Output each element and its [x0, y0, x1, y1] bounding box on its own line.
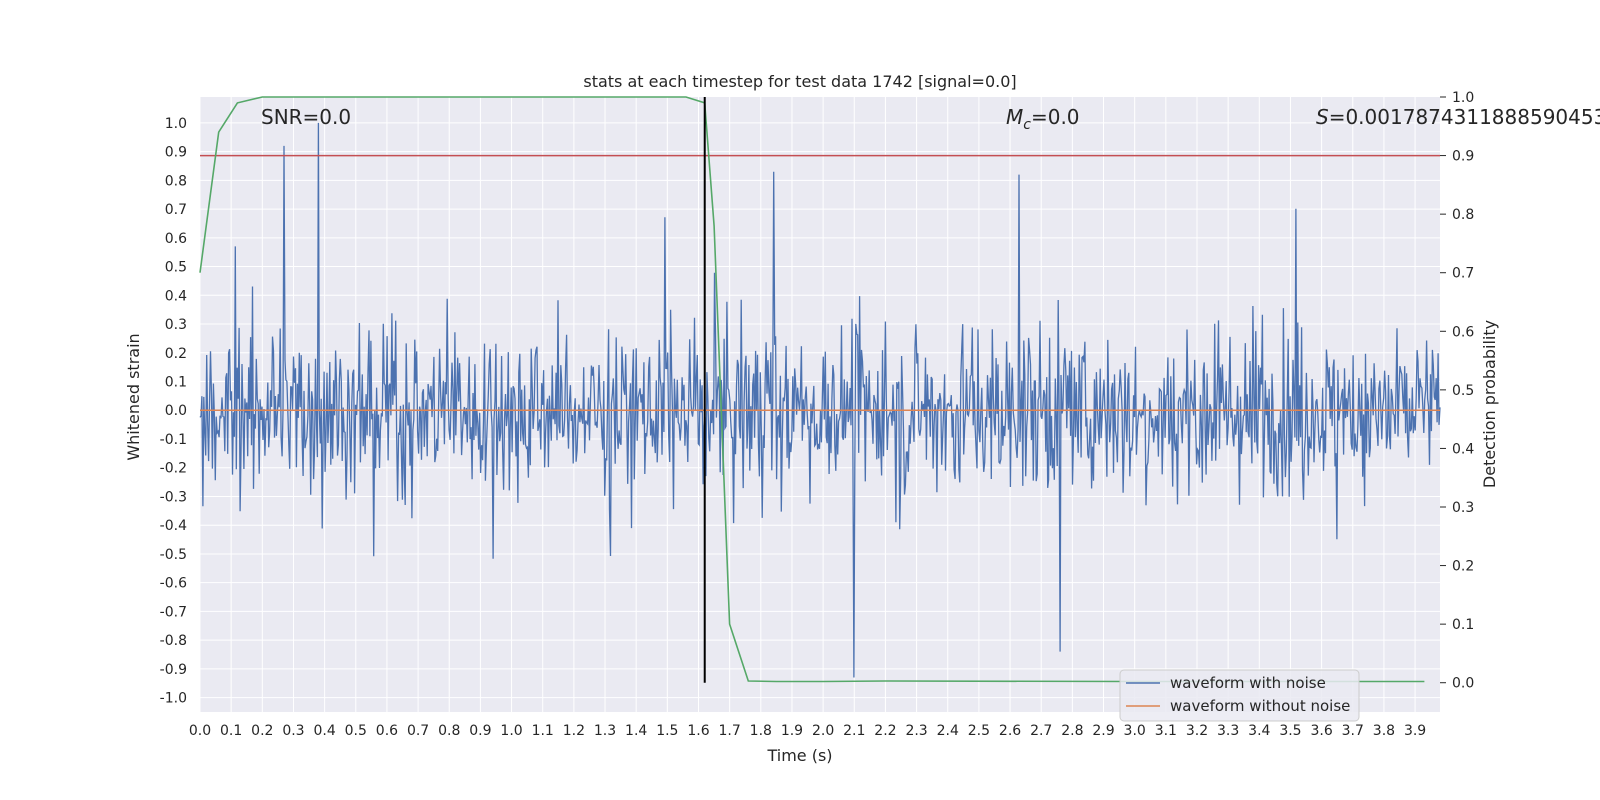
- x-tick-label: 0.0: [189, 723, 211, 739]
- legend: waveform with noise waveform without noi…: [1119, 669, 1360, 722]
- x-tick-label: 0.2: [251, 723, 273, 739]
- x-tick-label: 1.0: [500, 723, 522, 739]
- x-tick-label: 0.6: [376, 723, 398, 739]
- y-right-tick-label: 0.6: [1452, 324, 1474, 340]
- x-tick-label: 1.5: [656, 723, 678, 739]
- chirp-mass-symbol: M: [1006, 105, 1023, 129]
- x-tick-label: 2.7: [1030, 723, 1052, 739]
- chirp-mass-annotation: Mc=0.0: [1006, 105, 1080, 133]
- y-right-tick-label: 0.9: [1452, 149, 1474, 165]
- chart-title: stats at each timestep for test data 174…: [583, 72, 1016, 91]
- x-tick-label: 3.2: [1186, 723, 1208, 739]
- y-left-tick-label: -0.9: [160, 662, 187, 678]
- statistic-value: =0.0017874311888590453: [1329, 105, 1600, 129]
- y-left-tick-label: 0.2: [165, 346, 187, 362]
- y-left-tick-label: 0.8: [165, 173, 187, 189]
- y-right-tick-label: 0.7: [1452, 266, 1474, 282]
- x-tick-label: 1.6: [687, 723, 709, 739]
- x-tick-label: 0.8: [438, 723, 460, 739]
- y-left-tick-label: -1.0: [160, 691, 187, 707]
- y-left-tick-label: 0.5: [165, 260, 187, 276]
- y-right-tick-label: 0.8: [1452, 207, 1474, 223]
- snr-annotation: SNR=0.0: [261, 105, 351, 129]
- x-tick-label: 1.3: [594, 723, 616, 739]
- y-axis-left-ticks: 1.0 0.9 0.8 0.7 0.6 0.5 0.4 0.3 0.2 0.1 0.0 -0.1 -0.…: [160, 116, 187, 707]
- x-axis-ticks: 0.0 0.1 0.2 0.3 0.4 0.5 0.6 0.7 0.8 0.9 1.0 1.1 1.2 1…: [189, 723, 1426, 739]
- x-tick-label: 1.7: [719, 723, 741, 739]
- x-tick-label: 3.9: [1404, 723, 1426, 739]
- legend-frame: [1119, 669, 1360, 722]
- y-left-tick-label: -0.4: [160, 518, 187, 534]
- waveform-with-noise-line: [199, 122, 1441, 678]
- x-tick-label: 2.5: [968, 723, 990, 739]
- y-axis-left-label: Whitened strain: [124, 333, 143, 460]
- y-left-tick-label: 0.0: [165, 403, 187, 419]
- y-right-tick-label: 0.2: [1452, 559, 1474, 575]
- y-left-tick-label: -0.1: [160, 432, 187, 448]
- y-left-tick-label: 0.9: [165, 145, 187, 161]
- chirp-mass-subscript: c: [1023, 117, 1031, 133]
- x-tick-label: 0.9: [469, 723, 491, 739]
- y-left-tick-label: -0.3: [160, 489, 187, 505]
- y-axis-right-label: Detection probability: [1480, 320, 1499, 488]
- y-right-tick-label: 0.5: [1452, 383, 1474, 399]
- y-left-tick-label: -0.7: [160, 604, 187, 620]
- x-tick-label: 2.3: [905, 723, 927, 739]
- x-tick-label: 0.4: [313, 723, 335, 739]
- detection-probability-series: [199, 96, 1425, 683]
- y-left-tick-label: -0.8: [160, 633, 187, 649]
- y-axis-right-ticks: 1.0 0.9 0.8 0.7 0.6 0.5 0.4 0.3 0.2 0.1 0.0: [1440, 90, 1474, 692]
- y-left-tick-label: -0.5: [160, 547, 187, 563]
- x-tick-label: 2.9: [1092, 723, 1114, 739]
- x-tick-label: 2.1: [843, 723, 865, 739]
- statistic-symbol: S: [1316, 105, 1329, 129]
- x-tick-label: 1.9: [781, 723, 803, 739]
- chirp-mass-value: =0.0: [1031, 105, 1080, 129]
- x-tick-label: 3.8: [1373, 723, 1395, 739]
- y-left-tick-label: 1.0: [165, 116, 187, 132]
- x-tick-label: 2.0: [812, 723, 834, 739]
- y-left-tick-label: -0.6: [160, 576, 187, 592]
- x-tick-label: 3.5: [1279, 723, 1301, 739]
- x-tick-label: 0.1: [220, 723, 242, 739]
- x-tick-label: 1.8: [750, 723, 772, 739]
- x-axis-label: Time (s): [766, 746, 832, 765]
- x-tick-label: 2.2: [874, 723, 896, 739]
- y-left-tick-label: -0.2: [160, 461, 187, 477]
- y-right-tick-label: 0.3: [1452, 500, 1474, 516]
- y-left-tick-label: 0.6: [165, 231, 187, 247]
- x-tick-label: 1.1: [532, 723, 554, 739]
- y-left-tick-label: 0.3: [165, 317, 187, 333]
- y-left-tick-label: 0.7: [165, 202, 187, 218]
- legend-label-clean: waveform without noise: [1170, 697, 1350, 715]
- waveform-with-noise-series: [199, 122, 1441, 678]
- y-right-tick-label: 1.0: [1452, 90, 1474, 106]
- x-tick-label: 1.2: [563, 723, 585, 739]
- grid: [199, 97, 1440, 712]
- x-tick-label: 3.3: [1217, 723, 1239, 739]
- x-tick-label: 2.8: [1061, 723, 1083, 739]
- x-tick-label: 2.6: [999, 723, 1021, 739]
- y-right-tick-label: 0.0: [1452, 676, 1474, 692]
- y-right-tick-label: 0.4: [1452, 441, 1474, 457]
- x-tick-label: 0.5: [345, 723, 367, 739]
- y-left-tick-label: 0.4: [165, 288, 187, 304]
- x-tick-label: 3.6: [1310, 723, 1332, 739]
- x-tick-label: 1.4: [625, 723, 647, 739]
- x-tick-label: 0.3: [282, 723, 304, 739]
- x-tick-label: 2.4: [937, 723, 959, 739]
- x-tick-label: 3.0: [1124, 723, 1146, 739]
- x-tick-label: 3.1: [1155, 723, 1177, 739]
- x-tick-label: 3.7: [1342, 723, 1364, 739]
- x-tick-label: 0.7: [407, 723, 429, 739]
- detection-probability-line: [199, 96, 1425, 683]
- x-tick-label: 3.4: [1248, 723, 1270, 739]
- statistic-annotation: S=0.0017874311888590453: [1316, 105, 1600, 129]
- y-left-tick-label: 0.1: [165, 375, 187, 391]
- legend-label-noise: waveform with noise: [1170, 674, 1326, 692]
- y-right-tick-label: 0.1: [1452, 617, 1474, 633]
